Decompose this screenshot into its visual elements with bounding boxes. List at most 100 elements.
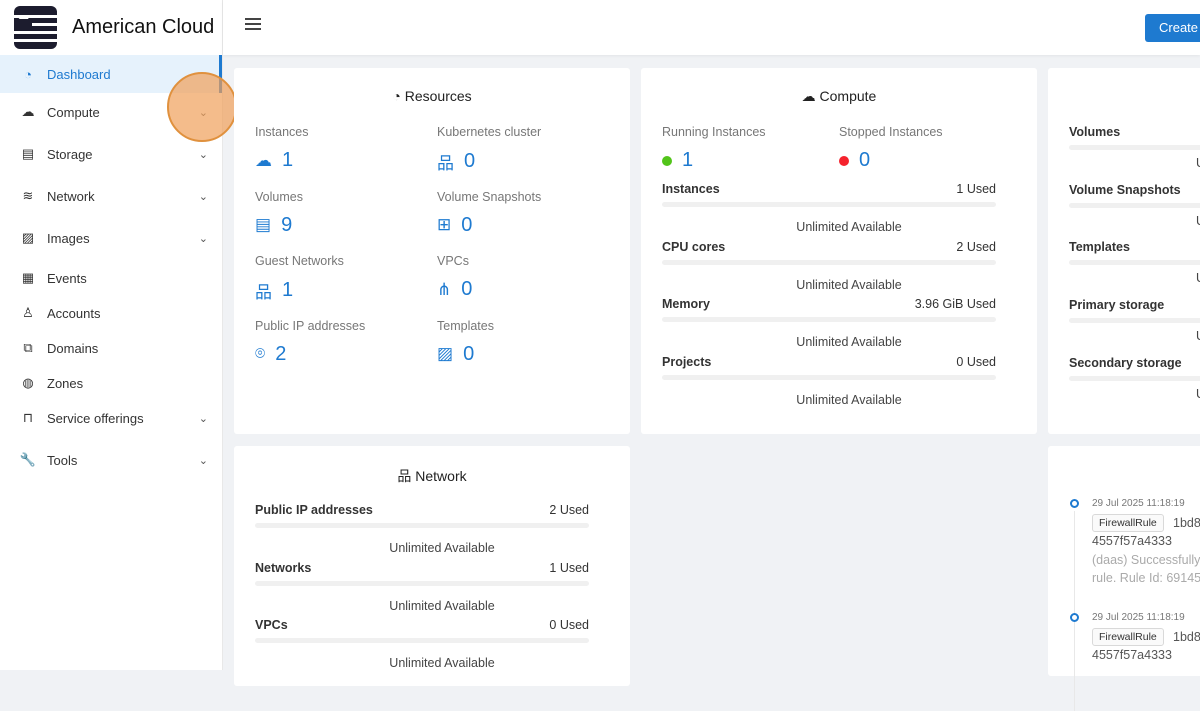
sidebar-item-label: Zones <box>47 375 84 391</box>
quota-progress-bar <box>662 375 996 381</box>
compute-title: Compute <box>819 88 877 104</box>
sidebar-item-label: Events <box>47 270 87 286</box>
quota-row: Volumes U <box>1069 125 1200 170</box>
resource-label: Volume Snapshots <box>437 189 542 204</box>
brand-name: American Cloud <box>72 16 215 38</box>
quota-available: U <box>1196 329 1200 343</box>
quota-available: Unlimited Available <box>389 598 495 613</box>
quota-label: Projects <box>662 355 712 370</box>
quota-used: 1 Used <box>956 182 996 196</box>
chevron-down-icon[interactable]: ⌄ <box>198 232 208 245</box>
event-id: 1bd8 <box>1173 630 1200 644</box>
chevron-down-icon[interactable]: ⌄ <box>198 148 208 161</box>
quota-progress-bar <box>1069 318 1200 324</box>
quota-progress-bar <box>662 259 996 265</box>
quota-available: Unlimited Available <box>796 220 902 234</box>
sidebar-item-network[interactable]: ≋ Network ⌄ <box>0 177 222 215</box>
chevron-down-icon[interactable]: ⌄ <box>198 412 208 425</box>
menu-fold-icon[interactable] <box>245 18 261 32</box>
storage-card: Volumes U Volume Snapshots U Templates U… <box>1048 68 1200 434</box>
snapshot-icon: ⊞ <box>437 215 452 234</box>
quota-label: Volume Snapshots <box>1069 182 1181 197</box>
timeline-dot-icon <box>1070 499 1079 508</box>
block-icon: ⧉ <box>23 340 33 355</box>
globe-icon: ◍ <box>22 375 34 390</box>
sidebar-item-zones[interactable]: ◍ Zones <box>0 364 222 402</box>
logo-icon: ☁ <box>14 6 57 49</box>
sidebar-item-label: Tools <box>47 452 78 468</box>
sidebar-item-domains[interactable]: ⧉ Domains <box>0 329 222 367</box>
sidebar-item-label: Storage <box>47 146 93 162</box>
resource-label: Volumes <box>255 189 303 204</box>
dashboard-icon: ◔ <box>392 88 405 104</box>
sidebar-item-label: Domains <box>47 340 99 356</box>
network-card: 品 Network Public IP addresses 2 Used Unl… <box>234 446 630 686</box>
create-button[interactable]: Create <box>1145 14 1200 42</box>
cloud-icon: ☁ <box>801 88 820 104</box>
network-icon: 品 <box>255 283 272 302</box>
sidebar-item-label: Accounts <box>47 305 101 321</box>
chevron-down-icon[interactable]: ⌄ <box>198 454 208 467</box>
event-tag: FirewallRule <box>1092 514 1164 532</box>
quota-available: U <box>1196 387 1200 401</box>
quota-progress-bar <box>255 580 589 586</box>
running-label: Running Instances <box>662 125 766 139</box>
quota-label: Primary storage <box>1069 298 1165 313</box>
quota-available: Unlimited Available <box>796 335 902 350</box>
sidebar-item-events[interactable]: ▦ Events <box>0 259 222 297</box>
cloud-server-icon: ☁ <box>255 150 272 170</box>
compute-card: ☁ Compute Running Instances 1 Stopped In… <box>641 68 1037 434</box>
resource-label: Templates <box>437 318 494 333</box>
event-tag: FirewallRule <box>1092 628 1164 646</box>
sidebar-item-accounts[interactable]: ♙ Accounts <box>0 294 222 332</box>
quota-used: 2 Used <box>549 503 589 517</box>
header: Create <box>223 0 1200 55</box>
timeline-dot-icon <box>1070 613 1079 622</box>
resource-label: Kubernetes cluster <box>437 125 542 139</box>
quota-used: 0 Used <box>956 355 996 370</box>
resource-value[interactable]: ▤ 9 <box>255 213 293 236</box>
quota-row: Instances 1 Used Unlimited Available <box>662 182 996 234</box>
quota-row: Secondary storage U <box>1069 356 1200 401</box>
wifi-icon: ≋ <box>22 188 34 203</box>
sidebar-item-service-offerings[interactable]: ⊓ Service offerings ⌄ <box>0 399 222 437</box>
event-time: 29 Jul 2025 11:18:19 <box>1092 498 1185 509</box>
quota-label: Templates <box>1069 240 1130 255</box>
quota-used: 3.96 GiB Used <box>914 297 996 312</box>
event-message: (daas) Successfully <box>1092 553 1200 567</box>
stopped-value: 0 <box>839 149 870 172</box>
resource-value[interactable]: ☁ 1 <box>255 149 294 171</box>
resources-title: Resources <box>404 88 472 104</box>
quota-available: Unlimited Available <box>796 393 902 408</box>
event-time: 29 Jul 2025 11:18:19 <box>1092 612 1185 623</box>
sidebar-item-storage[interactable]: ▤ Storage ⌄ <box>0 135 222 173</box>
resource-value[interactable]: ⊞ 0 <box>437 213 473 236</box>
sidebar-item-images[interactable]: ▨ Images ⌄ <box>0 219 222 257</box>
resource-value[interactable]: ⌾ 2 <box>255 342 287 365</box>
resource-label: Public IP addresses <box>255 318 366 333</box>
resources-card: ◔ Resources Instances ☁ 1 Kubernetes clust… <box>234 68 630 434</box>
location-icon: ⌾ <box>255 344 266 363</box>
quota-progress-bar <box>255 638 589 644</box>
running-value: 1 <box>662 149 693 172</box>
sidebar-item-label: Compute <box>47 104 100 120</box>
vpc-icon: ⋔ <box>437 279 452 299</box>
resource-label: Instances <box>255 125 309 139</box>
database-icon: ▤ <box>21 146 35 161</box>
quota-progress-bar <box>1069 202 1200 208</box>
hdd-icon: ▤ <box>255 215 272 234</box>
quota-available: Unlimited Available <box>389 541 495 555</box>
resource-value[interactable]: ⋔ 0 <box>437 278 473 300</box>
network-icon: 品 <box>397 468 416 484</box>
chevron-down-icon[interactable]: ⌄ <box>198 190 208 203</box>
event-message-cont: rule. Rule Id: 69145 <box>1092 571 1200 585</box>
sidebar-item-label: Images <box>47 230 90 246</box>
resource-value[interactable]: ▨ 0 <box>437 342 475 365</box>
sidebar-item-tools[interactable]: 🔧 Tools ⌄ <box>0 441 222 479</box>
resource-label: Guest Networks <box>255 254 344 268</box>
calendar-icon: ▦ <box>21 270 35 285</box>
quota-row: VPCs 0 Used Unlimited Available <box>255 618 589 670</box>
picture-icon: ▨ <box>437 344 454 363</box>
